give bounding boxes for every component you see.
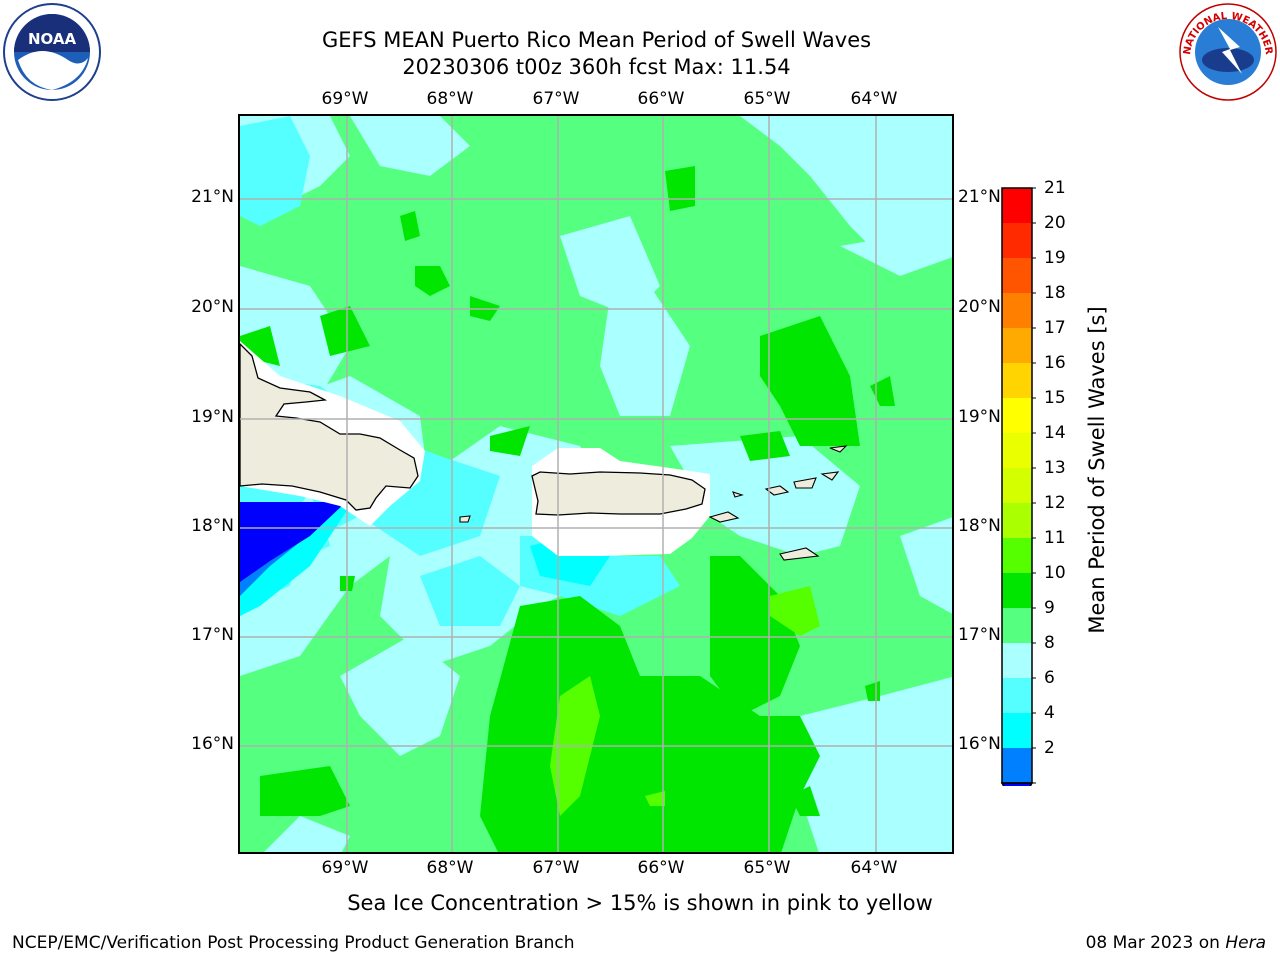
- colorbar-tick-label: 18: [1044, 283, 1066, 303]
- lon-label-bottom: 67°W: [532, 858, 580, 878]
- colorbar: [1000, 187, 1036, 786]
- colorbar-segment: [1002, 398, 1032, 433]
- map-subtitle: 20230306 t00z 360h fcst Max: 11.54: [402, 55, 791, 79]
- nws-logo-icon: NATIONAL WEATHER SERVICE: [1178, 2, 1277, 101]
- colorbar-segment: [1002, 328, 1032, 363]
- colorbar-tick-label: 21: [1044, 178, 1066, 198]
- colorbar-segment: [1002, 293, 1032, 328]
- colorbar-tick-label: 16: [1044, 353, 1066, 373]
- colorbar-tick-label: 13: [1044, 458, 1066, 478]
- lon-label-top: 67°W: [532, 89, 580, 109]
- lon-label-top: 66°W: [637, 89, 685, 109]
- colorbar-segment: [1002, 713, 1032, 748]
- colorbar-tick-label: 10: [1044, 563, 1066, 583]
- lat-label-right: 20°N: [958, 297, 1001, 317]
- lon-label-top: 68°W: [426, 89, 474, 109]
- graticule: [240, 116, 952, 852]
- colorbar-tick-label: 11: [1044, 528, 1066, 548]
- colorbar-segment: [1002, 468, 1032, 503]
- generation-date: 08 Mar 2023 on Hera: [1086, 932, 1266, 954]
- colorbar-tick-label: 6: [1044, 668, 1055, 688]
- date-text: 08 Mar 2023 on: [1085, 933, 1226, 953]
- colorbar-segment: [1002, 433, 1032, 468]
- colorbar-tick-label: 17: [1044, 318, 1066, 338]
- svg-text:NOAA: NOAA: [28, 30, 77, 48]
- colorbar-outline: [1001, 187, 1033, 784]
- map-panel: [238, 114, 954, 854]
- lat-label-right: 17°N: [958, 625, 1001, 645]
- host-name: Hera: [1225, 933, 1266, 953]
- sea-ice-note: Sea Ice Concentration > 15% is shown in …: [347, 891, 933, 915]
- colorbar-tick-label: 15: [1044, 388, 1066, 408]
- lon-label-bottom: 69°W: [321, 858, 369, 878]
- colorbar-tick-label: 14: [1044, 423, 1066, 443]
- lat-label-right: 21°N: [958, 187, 1001, 207]
- colorbar-segment: [1002, 748, 1032, 783]
- map-title: GEFS MEAN Puerto Rico Mean Period of Swe…: [321, 28, 872, 52]
- producer-credit: NCEP/EMC/Verification Post Processing Pr…: [12, 933, 575, 953]
- colorbar-tick-label: 2: [1044, 738, 1055, 758]
- contour-below-2: [240, 502, 346, 582]
- colorbar-tick-label: 12: [1044, 493, 1066, 513]
- lon-label-top: 65°W: [743, 89, 791, 109]
- land: [240, 343, 706, 516]
- lon-label-bottom: 66°W: [637, 858, 685, 878]
- noaa-logo-icon: NOAA: [3, 3, 101, 101]
- lat-label-right: 18°N: [958, 516, 1001, 536]
- colorbar-tick-label: 9: [1044, 598, 1055, 618]
- lat-label-left: 16°N: [191, 734, 234, 754]
- lon-label-bottom: 64°W: [850, 858, 898, 878]
- colorbar-tick-label: 8: [1044, 633, 1055, 653]
- colorbar-segment: [1002, 223, 1032, 258]
- colorbar-segment: [1002, 188, 1032, 223]
- lat-label-right: 16°N: [958, 734, 1001, 754]
- colorbar-segment: [1002, 363, 1032, 398]
- lat-label-left: 19°N: [191, 407, 234, 427]
- lat-label-left: 18°N: [191, 516, 234, 536]
- colorbar-segment: [1002, 503, 1032, 538]
- colorbar-segment: [1002, 678, 1032, 713]
- lon-label-top: 64°W: [850, 89, 898, 109]
- colorbar-tick-label: 20: [1044, 213, 1066, 233]
- lon-label-bottom: 68°W: [426, 858, 474, 878]
- colorbar-segment: [1002, 538, 1032, 573]
- lon-label-bottom: 65°W: [743, 858, 791, 878]
- swell-period-map: [240, 116, 952, 852]
- colorbar-segment: [1002, 258, 1032, 293]
- colorbar-tick-label: 4: [1044, 703, 1055, 723]
- lon-label-top: 69°W: [321, 89, 369, 109]
- lat-label-left: 21°N: [191, 187, 234, 207]
- colorbar-segment: [1002, 573, 1032, 608]
- lat-label-left: 20°N: [191, 297, 234, 317]
- lat-label-right: 19°N: [958, 407, 1001, 427]
- colorbar-segment: [1002, 608, 1032, 643]
- colorbar-segment: [1002, 643, 1032, 678]
- colorbar-label-text: Mean Period of Swell Waves [s]: [1085, 306, 1109, 634]
- colorbar-tick-label: 19: [1044, 248, 1066, 268]
- small-islands: [459, 445, 848, 561]
- lat-label-left: 17°N: [191, 625, 234, 645]
